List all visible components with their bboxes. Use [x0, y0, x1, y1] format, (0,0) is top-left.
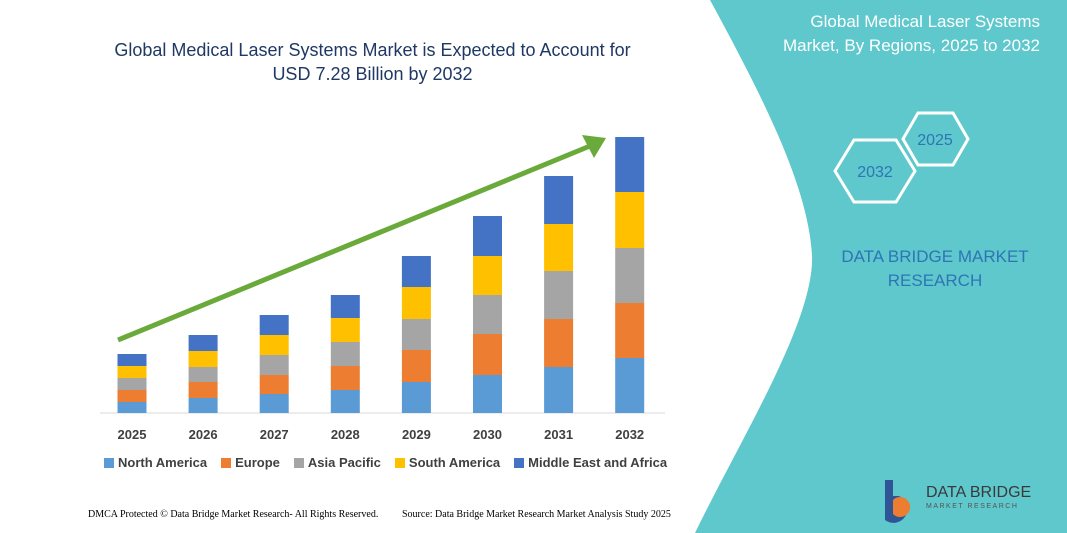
legend-item: Middle East and Africa [514, 455, 667, 470]
bar-segment [117, 402, 147, 413]
bar-segment [330, 295, 360, 318]
bar-segment [188, 335, 218, 351]
footer-right: Source: Data Bridge Market Research Mark… [402, 509, 671, 520]
panel-title: Global Medical Laser Systems Market, By … [782, 12, 1040, 55]
x-tick-label: 2029 [402, 427, 431, 442]
bar-segment [117, 354, 147, 366]
bar-segment [401, 350, 431, 382]
bar-segment [615, 248, 645, 303]
legend-label: Asia Pacific [307, 455, 381, 470]
bar-segment [117, 366, 147, 378]
badge-hexagon [833, 138, 917, 204]
bar-segment [117, 378, 147, 390]
legend: North America Europe Asia Pacific South Ame… [104, 455, 667, 470]
bar-segment [330, 342, 360, 366]
side-panel [695, 0, 1067, 533]
bar-segment [188, 351, 218, 367]
x-tick-label: 2025 [118, 427, 147, 442]
bar-segment [188, 367, 218, 382]
legend-swatch [293, 457, 304, 468]
bar-segment [473, 216, 502, 256]
legend-item: North America [104, 455, 207, 470]
bar-segment [259, 355, 289, 375]
legend-label: Europe [235, 455, 280, 470]
bar-segment [188, 382, 218, 398]
legend-label: South America [408, 455, 501, 470]
legend-swatch [104, 457, 114, 468]
x-tick-label: 2031 [544, 427, 573, 442]
bar-segment [330, 318, 360, 342]
bar-segment [401, 382, 431, 413]
x-tick-label: 2028 [331, 427, 360, 442]
bar-segment [473, 375, 502, 413]
x-tick-label: 2027 [260, 427, 289, 442]
bar-segment [544, 319, 574, 367]
bar-segment [615, 192, 645, 248]
bar-segment [544, 271, 574, 319]
footer-left: DMCA Protected © Data Bridge Market Rese… [88, 509, 379, 520]
legend-label: North America [118, 455, 208, 470]
bar-segment [259, 375, 289, 394]
bar-segment [615, 137, 645, 192]
bar-segment [259, 394, 289, 413]
legend-swatch [394, 457, 405, 468]
bar-segment [401, 287, 431, 319]
legend-item: Europe [221, 455, 280, 470]
bar-segment [259, 315, 289, 335]
bar-segment [615, 303, 645, 358]
legend-swatch [221, 457, 232, 468]
chart-title: Global Medical Laser Systems Market is E… [114, 40, 631, 84]
legend-label: Middle East and Africa [528, 455, 668, 470]
legend-item: South America [394, 455, 501, 470]
brand: DATA BRIDGE MARKET RESEARCH [841, 247, 1029, 290]
x-tick-label: 2026 [189, 427, 218, 442]
bar-segment [188, 398, 218, 413]
bar-segment [330, 366, 360, 390]
bar-segment [401, 256, 431, 287]
legend-item: Asia Pacific [293, 455, 381, 470]
bar-segment [117, 390, 147, 402]
badge-label: 2032 [857, 164, 893, 181]
trend-arrow [117, 143, 591, 343]
legend-swatch [514, 457, 525, 468]
x-tick-label: 2032 [615, 427, 644, 442]
bar-segment [330, 390, 360, 413]
x-tick-label: 2030 [473, 427, 502, 442]
badge-hexagon [901, 111, 970, 167]
bar-segment [401, 319, 431, 350]
bar-segment [473, 334, 502, 375]
bar-segment [259, 335, 289, 355]
logo-icon [885, 480, 911, 523]
badge-label: 2025 [917, 132, 953, 149]
trend-arrowhead [582, 135, 606, 158]
bar-segment [473, 295, 502, 334]
bar-segment [473, 256, 502, 295]
bar-segment [544, 224, 574, 271]
bar-segment [544, 176, 574, 224]
logo-text: DATA BRIDGE [926, 484, 1032, 501]
bar-segment [615, 358, 645, 413]
bar-segment [544, 367, 574, 413]
logo-subtext: MARKET RESEARCH [926, 503, 1019, 510]
